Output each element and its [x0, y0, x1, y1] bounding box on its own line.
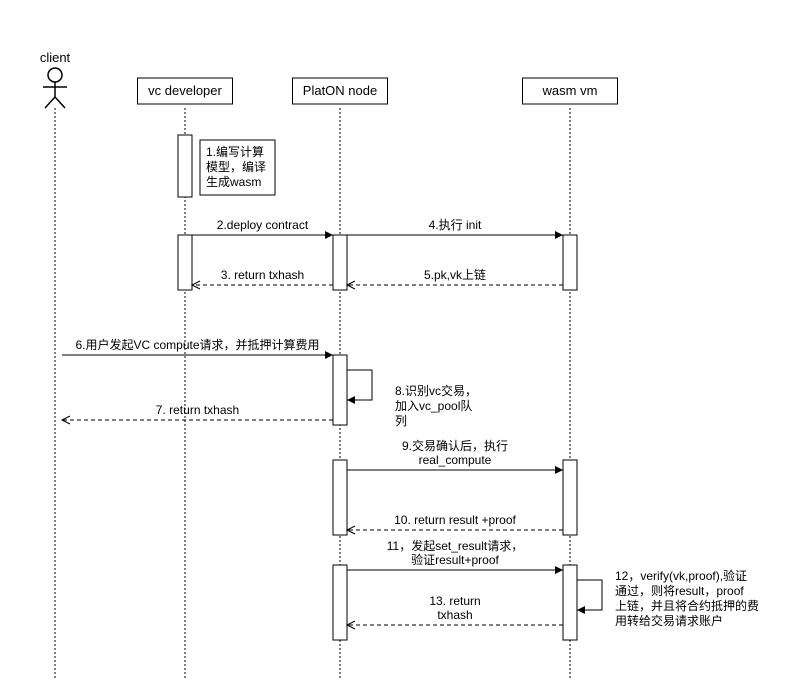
activation-6: [563, 460, 577, 535]
activation-3: [563, 235, 577, 290]
message-label-m6-0: 6.用户发起VC compute请求，并抵押计算费用: [75, 337, 319, 352]
activation-7: [333, 565, 347, 640]
svg-text:上链，并且将合约抵押的费: 上链，并且将合约抵押的费: [615, 598, 759, 613]
message-label-m13-0: 13. return: [429, 594, 480, 608]
message-label-m5-0: 5.pk,vk上链: [424, 267, 486, 282]
message-label-m9-1: real_compute: [419, 453, 492, 467]
svg-text:加入vc_pool队: 加入vc_pool队: [395, 398, 472, 413]
svg-text:生成wasm: 生成wasm: [206, 175, 261, 189]
svg-text:client: client: [40, 50, 71, 65]
svg-text:通过，则将result，proof: 通过，则将result，proof: [615, 584, 744, 598]
message-label-m7-0: 7. return txhash: [156, 403, 239, 417]
self-msg-0: [347, 370, 372, 400]
message-label-m11-0: 11，发起set_result请求，: [387, 538, 523, 553]
svg-text:列: 列: [395, 414, 407, 428]
activation-4: [333, 355, 347, 425]
actor-client-head: [48, 68, 62, 82]
svg-text:1.编写计算: 1.编写计算: [206, 144, 264, 159]
svg-text:8.识别vc交易，: 8.识别vc交易，: [395, 383, 477, 398]
activation-5: [333, 460, 347, 535]
activation-0: [178, 135, 192, 197]
svg-text:12，verify(vk,proof),验证: 12，verify(vk,proof),验证: [615, 568, 747, 583]
message-label-m2-0: 2.deploy contract: [217, 218, 309, 232]
self-msg-1: [577, 580, 602, 610]
activation-1: [178, 235, 192, 290]
svg-text:vc developer: vc developer: [148, 83, 222, 98]
svg-text:用转给交易请求账户: 用转给交易请求账户: [615, 613, 723, 628]
message-label-m3-0: 3. return txhash: [221, 268, 304, 282]
message-label-m11-1: 验证result+proof: [411, 552, 499, 567]
svg-text:wasm vm: wasm vm: [542, 83, 598, 98]
activation-8: [563, 565, 577, 640]
message-label-m9-0: 9.交易确认后，执行: [402, 438, 508, 453]
sequence-diagram: client vc developer PlatON node wasm vm 1.编写…: [0, 0, 806, 689]
message-label-m10-0: 10. return result +proof: [394, 513, 516, 527]
svg-text:模型，编译: 模型，编译: [206, 159, 266, 174]
message-label-m4-0: 4.执行 init: [429, 218, 482, 232]
svg-text:PlatON node: PlatON node: [303, 83, 377, 98]
message-label-m13-1: txhash: [437, 608, 472, 622]
activation-2: [333, 235, 347, 290]
